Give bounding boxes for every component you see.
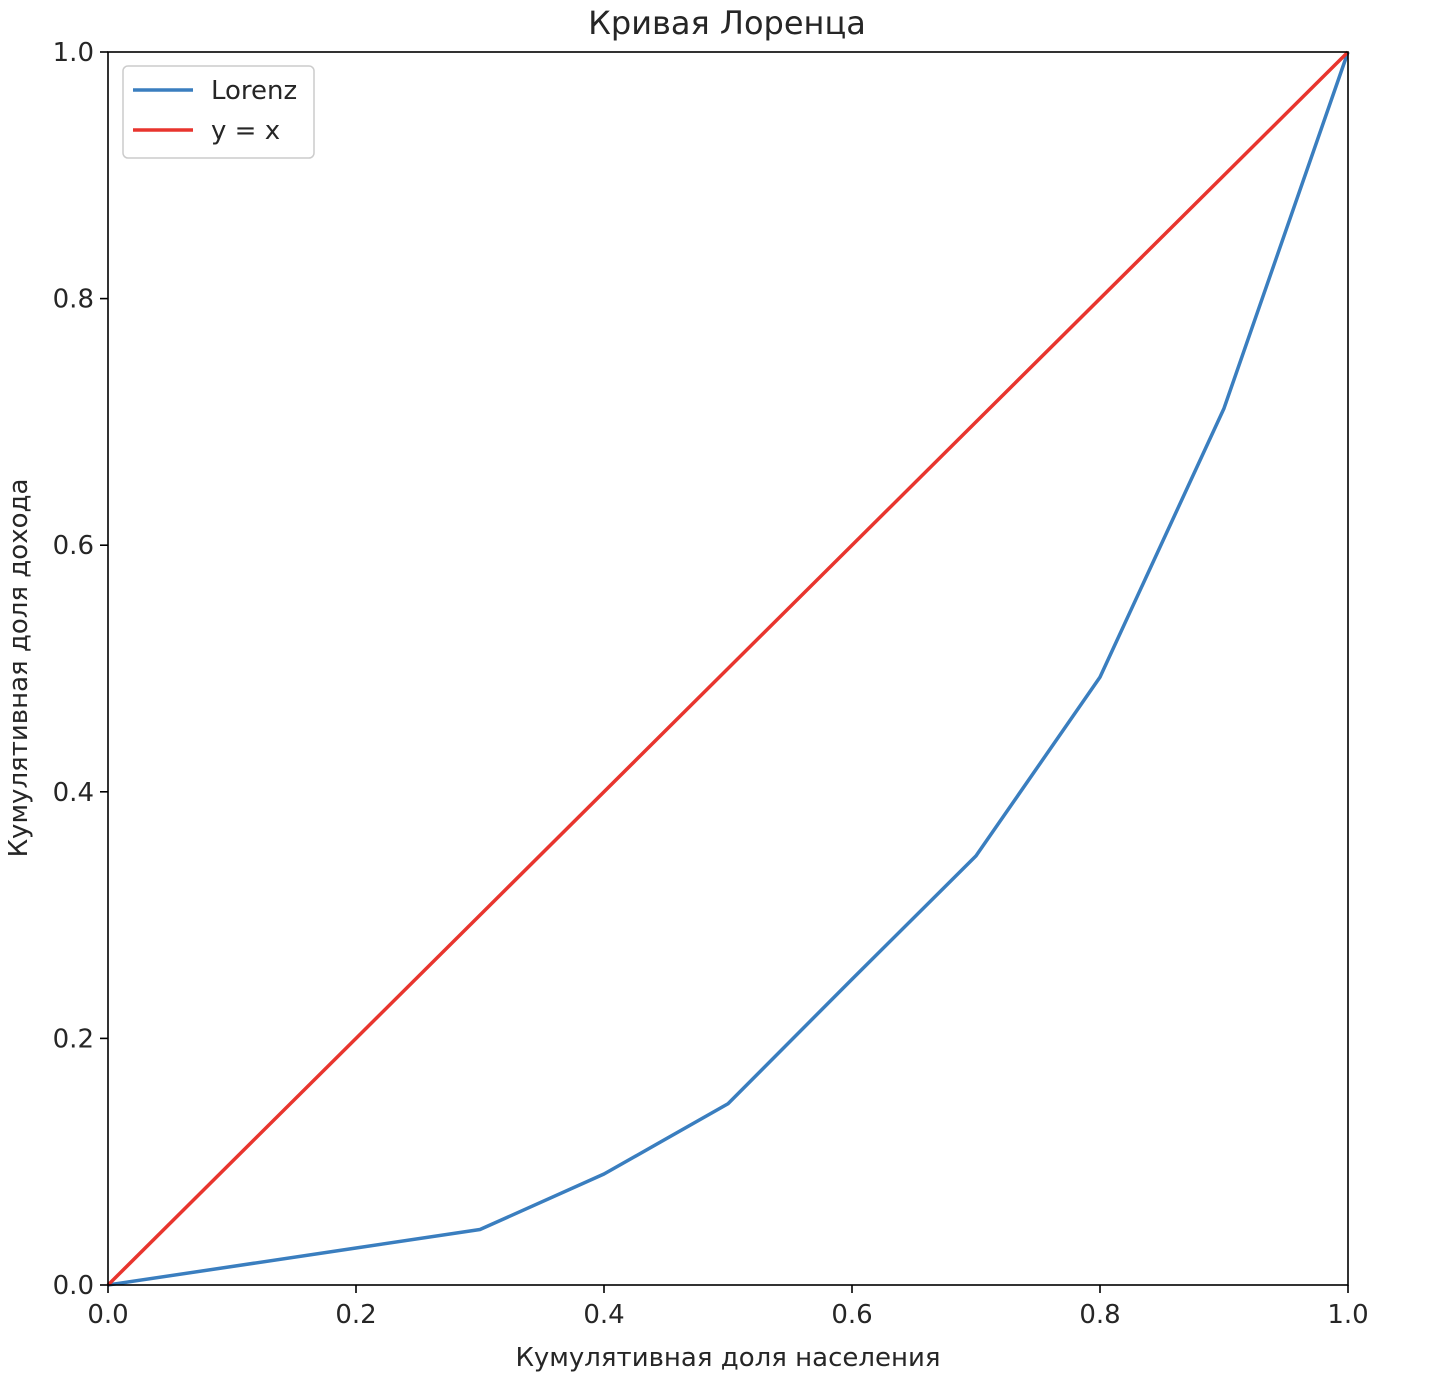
x-axis-ticks: 0.0 0.2 0.4 0.6 0.8 1.0 [87, 1285, 1369, 1330]
y-axis-label: Кумулятивная доля дохода [4, 479, 34, 858]
x-tick-label: 0.4 [583, 1300, 624, 1330]
y-tick-label: 1.0 [53, 38, 94, 68]
x-tick-label: 0.2 [335, 1300, 376, 1330]
series-line-diagonal [106, 50, 1350, 1287]
plot-frame [107, 51, 1349, 1286]
x-tick-label: 0.6 [831, 1300, 872, 1330]
y-tick-label: 0.0 [53, 1271, 94, 1301]
legend: Lorenz y = x [122, 65, 315, 159]
x-tick-label: 1.0 [1327, 1300, 1368, 1330]
y-tick-label: 0.6 [53, 531, 94, 561]
series-line-lorenz [107, 51, 1350, 1287]
y-tick-label: 0.4 [53, 778, 94, 808]
series-layer [106, 50, 1350, 1287]
x-tick-label: 0.8 [1079, 1300, 1120, 1330]
y-axis-ticks: 0.0 0.2 0.4 0.6 0.8 1.0 [53, 38, 108, 1301]
legend-label-diagonal: y = x [211, 116, 280, 146]
y-tick-label: 0.8 [53, 285, 94, 315]
chart-title: Кривая Лоренца [588, 4, 866, 42]
legend-label-lorenz: Lorenz [211, 76, 297, 106]
y-tick-label: 0.2 [53, 1024, 94, 1054]
x-axis-label: Кумулятивная доля населения [515, 1343, 940, 1373]
x-tick-label: 0.0 [87, 1300, 128, 1330]
